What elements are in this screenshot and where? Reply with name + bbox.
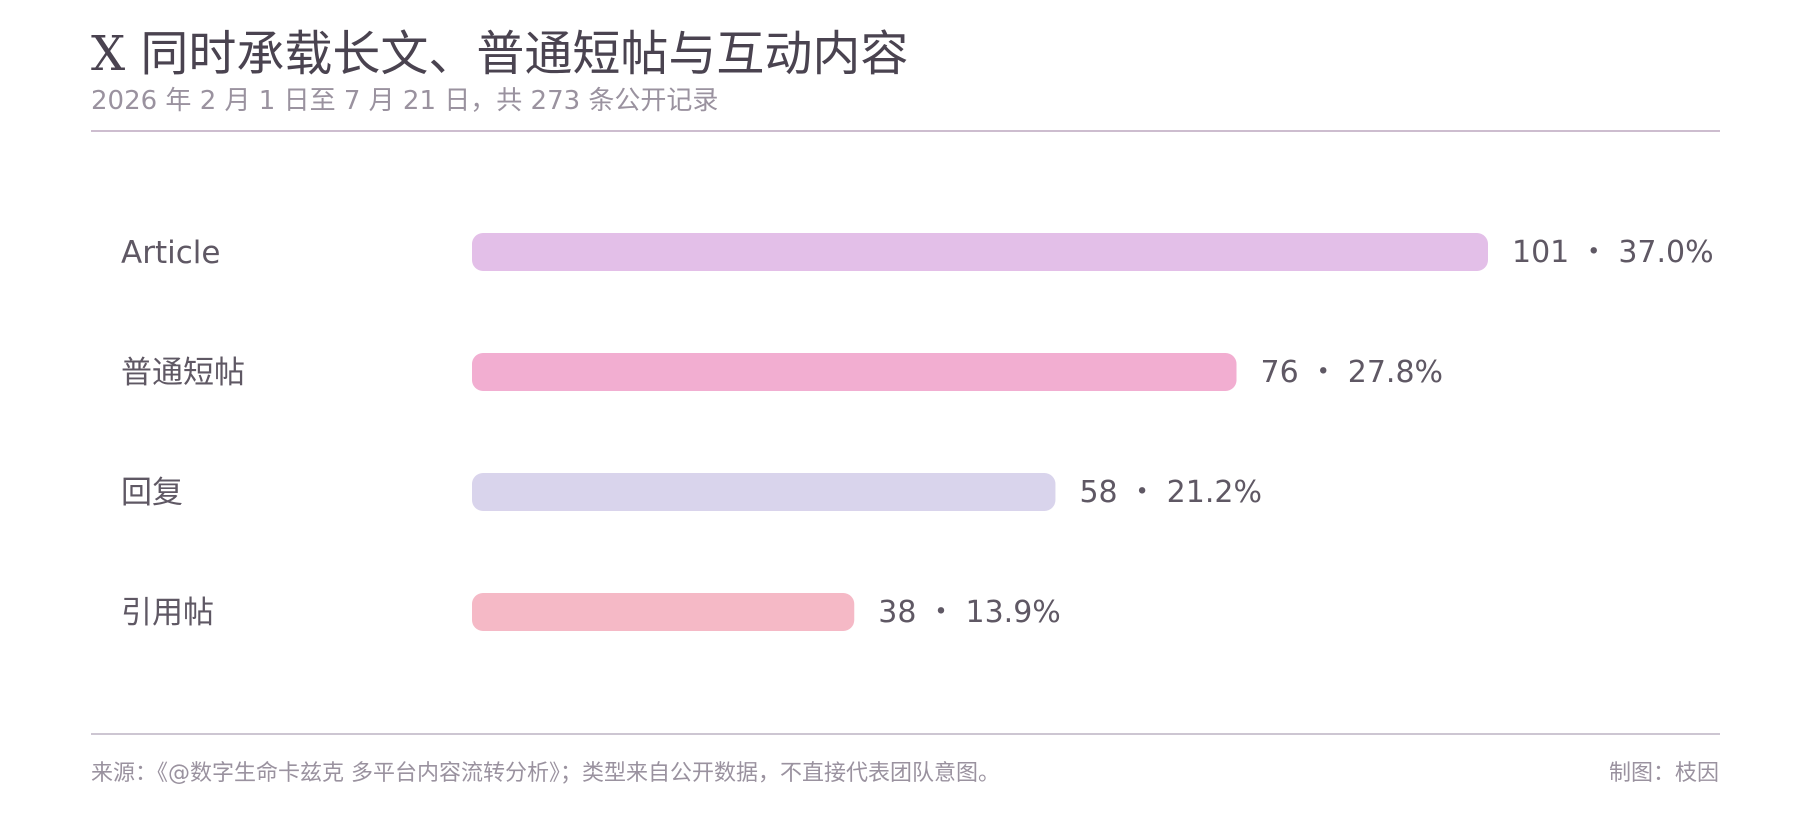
category-label: Article	[121, 235, 220, 271]
footer-divider	[91, 733, 1720, 735]
value-label: 38 ・ 13.9%	[878, 595, 1061, 630]
credit-note: 制图：枝因	[1608, 761, 1719, 786]
header-divider	[91, 130, 1720, 132]
bar	[472, 233, 1488, 271]
bar	[472, 593, 855, 631]
source-note: 来源：《@数字生命卡兹克 多平台内容流转分析》；类型来自公开数据，不直接代表团队…	[91, 761, 1000, 786]
category-label: 引用帖	[121, 595, 214, 631]
bar	[472, 473, 1056, 511]
category-label: 普通短帖	[121, 355, 245, 391]
chart-subtitle: 2026 年 2 月 1 日至 7 月 21 日，共 273 条公开记录	[91, 86, 719, 116]
value-label: 76 ・ 27.8%	[1261, 355, 1444, 390]
category-label: 回复	[121, 475, 183, 511]
bar	[472, 353, 1237, 391]
value-label: 101 ・ 37.0%	[1512, 235, 1714, 270]
value-label: 58 ・ 21.2%	[1079, 475, 1262, 510]
chart-title: X 同时承载长文、普通短帖与互动内容	[91, 26, 909, 82]
